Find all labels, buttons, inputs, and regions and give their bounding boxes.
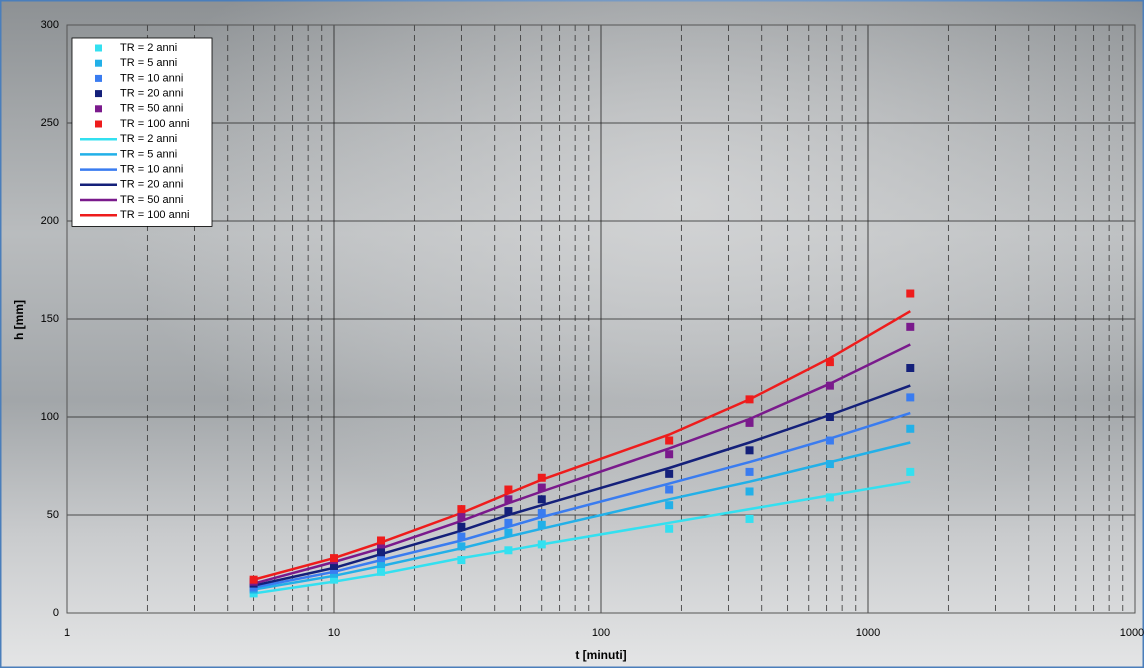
x-axis-title: t [minuti]	[575, 648, 626, 662]
point	[377, 568, 385, 576]
x-tick-label: 100	[592, 627, 610, 639]
point	[826, 413, 834, 421]
legend-label: TR = 10 anni	[120, 72, 183, 84]
legend-label: TR = 20 anni	[120, 88, 183, 100]
point	[906, 393, 914, 401]
point	[250, 576, 258, 584]
point	[457, 513, 465, 521]
point	[504, 546, 512, 554]
point	[457, 556, 465, 564]
point	[538, 540, 546, 548]
point	[826, 358, 834, 366]
y-tick-label: 150	[41, 313, 59, 325]
legend-marker	[95, 75, 102, 82]
point	[538, 495, 546, 503]
point	[377, 536, 385, 544]
point	[538, 484, 546, 492]
legend-label: TR = 10 anni	[120, 164, 183, 176]
legend-marker	[95, 121, 102, 128]
legend-label: TR = 100 anni	[120, 209, 189, 221]
legend-label: TR = 50 anni	[120, 103, 183, 115]
point	[906, 364, 914, 372]
legend-marker	[95, 90, 102, 97]
y-tick-label: 250	[41, 117, 59, 129]
point	[826, 460, 834, 468]
point	[746, 419, 754, 427]
legend-marker	[95, 60, 102, 67]
legend-label: TR = 20 anni	[120, 179, 183, 191]
point	[665, 525, 673, 533]
point	[457, 533, 465, 541]
y-tick-label: 100	[41, 411, 59, 423]
x-tick-label: 1	[64, 627, 70, 639]
point	[665, 501, 673, 509]
point	[746, 395, 754, 403]
point	[746, 487, 754, 495]
point	[906, 323, 914, 331]
point	[504, 529, 512, 537]
point	[826, 493, 834, 501]
point	[665, 486, 673, 494]
point	[457, 505, 465, 513]
x-tick-label: 1000	[856, 627, 880, 639]
y-tick-label: 300	[41, 19, 59, 31]
point	[665, 437, 673, 445]
x-tick-label: 10	[328, 627, 340, 639]
x-tick-label: 10000	[1120, 627, 1144, 639]
point	[746, 446, 754, 454]
point	[538, 474, 546, 482]
legend-label: TR = 100 anni	[120, 118, 189, 130]
y-tick-label: 200	[41, 215, 59, 227]
point	[906, 468, 914, 476]
y-tick-label: 0	[53, 607, 59, 619]
point	[906, 290, 914, 298]
point	[457, 523, 465, 531]
point	[665, 450, 673, 458]
point	[826, 437, 834, 445]
point	[457, 542, 465, 550]
legend-label: TR = 5 anni	[120, 148, 177, 160]
point	[504, 495, 512, 503]
y-tick-label: 50	[47, 509, 59, 521]
point	[746, 515, 754, 523]
point	[826, 382, 834, 390]
legend-label: TR = 2 anni	[120, 133, 177, 145]
y-axis-title: h [mm]	[12, 300, 26, 340]
point	[665, 470, 673, 478]
legend-marker	[95, 105, 102, 112]
chart: h [mm] t [minuti] 0 50 100 150 200 250 300 1 10 1…	[0, 0, 1144, 668]
point	[538, 521, 546, 529]
legend-marker	[95, 45, 102, 52]
point	[330, 554, 338, 562]
point	[504, 519, 512, 527]
legend-label: TR = 50 anni	[120, 194, 183, 206]
legend-label: TR = 2 anni	[120, 42, 177, 54]
point	[906, 425, 914, 433]
point	[377, 548, 385, 556]
legend-label: TR = 5 anni	[120, 57, 177, 69]
point	[746, 468, 754, 476]
point	[504, 486, 512, 494]
point	[504, 507, 512, 515]
point	[538, 509, 546, 517]
